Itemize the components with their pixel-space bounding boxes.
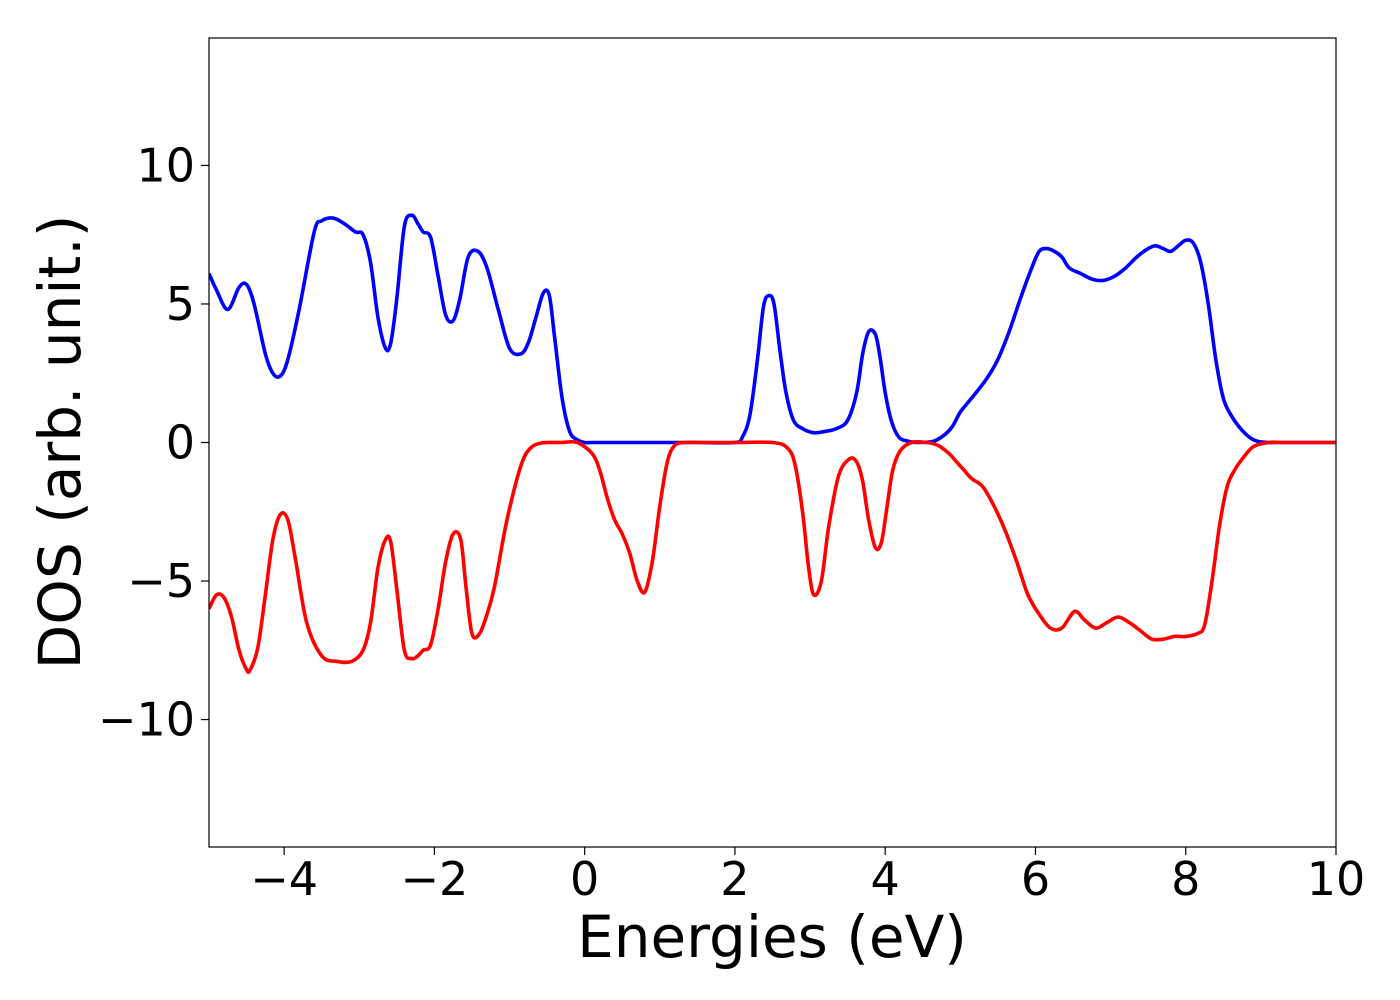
y-axis-label: DOS (arb. unit.) [26,215,94,670]
series-layer [209,213,1336,675]
y-tick-label: 5 [166,277,195,331]
x-tick-label: 2 [720,852,749,906]
x-tick-label: 6 [1021,852,1050,906]
y-tick-label: −10 [98,693,195,747]
x-axis-label: Energies (eV) [577,903,967,971]
x-axis-ticks: −4 −2 0 2 4 6 8 10 [250,847,1365,906]
y-axis-ticks: 10 5 0 −5 −10 [98,138,209,747]
x-tick-label: −2 [400,852,468,906]
y-tick-label: 0 [166,416,195,470]
x-tick-label: 8 [1171,852,1200,906]
x-tick-label: 0 [570,852,599,906]
x-tick-label: −4 [250,852,318,906]
x-tick-label: 10 [1307,852,1366,906]
series-line-1 [209,213,1336,445]
y-tick-label: 10 [136,138,195,192]
x-tick-label: 4 [871,852,900,906]
y-tick-label: −5 [127,554,195,608]
series-line-2 [209,439,1336,675]
